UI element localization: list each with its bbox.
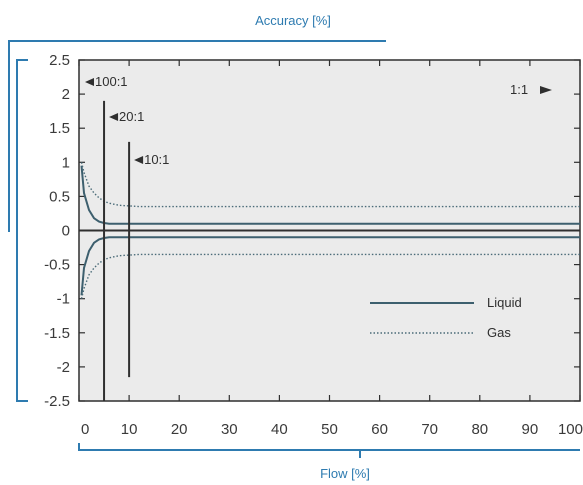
legend: Liquid Gas bbox=[370, 295, 522, 340]
series-line-liquid bbox=[80, 236, 580, 296]
x-tick-label: 30 bbox=[221, 421, 238, 438]
x-tick-label: 80 bbox=[471, 421, 488, 438]
y-axis-bracket bbox=[8, 40, 386, 232]
x-tick-label: 60 bbox=[371, 421, 388, 438]
x-tick-label: 10 bbox=[121, 421, 138, 438]
y-tick-label: -2 bbox=[57, 359, 70, 376]
y-tick-label: -2.5 bbox=[44, 393, 70, 410]
y-tick-label: 0 bbox=[62, 223, 70, 240]
y-tick-label: 2 bbox=[62, 86, 70, 103]
arrow-left-icon bbox=[85, 78, 94, 86]
series-line-liquid bbox=[80, 165, 580, 225]
x-axis-bracket bbox=[78, 443, 580, 451]
x-tick-label: 70 bbox=[421, 421, 438, 438]
marker-label: 10:1 bbox=[144, 152, 169, 167]
x-tick-label: 40 bbox=[271, 421, 288, 438]
y-axis-title: Accuracy [%] bbox=[255, 13, 331, 28]
x-axis: 0 10 20 30 40 50 60 70 80 90 100 bbox=[78, 60, 583, 438]
arrow-left-icon bbox=[134, 156, 144, 164]
legend-liquid-label: Liquid bbox=[487, 295, 522, 310]
x-tick-label: 0 bbox=[81, 421, 89, 438]
arrow-left-icon bbox=[109, 113, 119, 121]
x-tick-label: 50 bbox=[321, 421, 338, 438]
y-tick-label: 0.5 bbox=[49, 188, 70, 205]
x-tick-label: 20 bbox=[171, 421, 188, 438]
series-line-gas bbox=[80, 253, 580, 299]
marker-label: 100:1 bbox=[95, 74, 128, 89]
legend-gas-label: Gas bbox=[487, 325, 511, 340]
y-range-bracket bbox=[16, 59, 28, 402]
series-line-gas bbox=[80, 162, 580, 208]
series-layer bbox=[80, 162, 580, 299]
marker-label: 1:1 bbox=[510, 82, 528, 97]
y-tick-label: -0.5 bbox=[44, 257, 70, 274]
y-tick-label: -1 bbox=[57, 291, 70, 308]
x-tick-label: 100 bbox=[558, 421, 583, 438]
y-tick-label: 1 bbox=[62, 154, 70, 171]
x-tick-label: 90 bbox=[522, 421, 539, 438]
y-tick-label: 1.5 bbox=[49, 120, 70, 137]
y-tick-label: -1.5 bbox=[44, 325, 70, 342]
marker-label: 20:1 bbox=[119, 109, 144, 124]
turndown-markers: 100:1 20:1 10:1 1:1 bbox=[85, 74, 552, 401]
y-tick-label: 2.5 bbox=[49, 52, 70, 69]
x-axis-title: Flow [%] bbox=[320, 466, 370, 481]
arrow-right-icon bbox=[540, 86, 552, 94]
